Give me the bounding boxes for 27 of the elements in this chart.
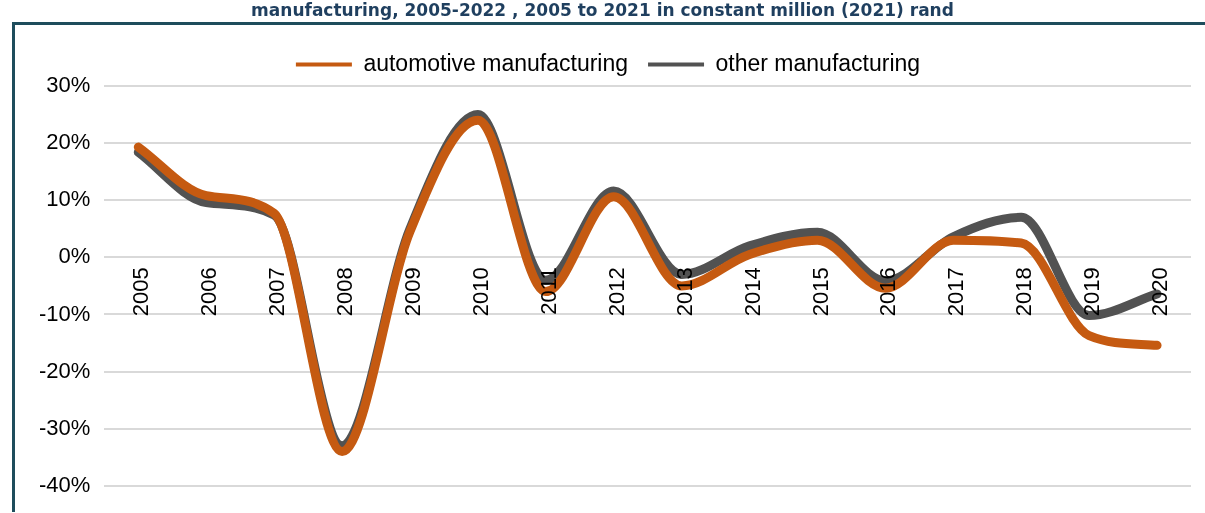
x-tick-label: 2011 <box>535 267 561 315</box>
x-tick-label: 2019 <box>1079 267 1105 317</box>
y-tick-label: -30% <box>39 414 91 440</box>
y-tick-label: 20% <box>46 129 91 155</box>
legend-label: other manufacturing <box>715 49 921 76</box>
y-tick-label: 30% <box>46 72 91 98</box>
y-tick-label: 0% <box>58 243 91 269</box>
x-tick-label: 2012 <box>603 267 629 317</box>
x-tick-label: 2007 <box>264 267 290 317</box>
legend-label: automotive manufacturing <box>363 49 629 76</box>
y-tick-label: 10% <box>46 186 91 212</box>
x-tick-label: 2013 <box>671 267 697 317</box>
x-tick-label: 2009 <box>400 267 426 317</box>
y-tick-label: -10% <box>39 300 91 326</box>
x-tick-label: 2020 <box>1147 267 1173 317</box>
y-tick-label: -20% <box>39 357 91 383</box>
x-tick-label: 2005 <box>128 267 154 317</box>
x-tick-label: 2016 <box>875 267 901 317</box>
y-tick-label: -40% <box>39 471 91 497</box>
x-tick-label: 2018 <box>1011 267 1037 317</box>
x-tick-label: 2010 <box>467 267 493 317</box>
x-tick-label: 2014 <box>739 267 765 317</box>
x-tick-label: 2006 <box>196 267 222 317</box>
x-tick-label: 2015 <box>807 267 833 317</box>
chart-title: manufacturing, 2005-2022 , 2005 to 2021 in constant million (2021) rand <box>250 0 955 20</box>
x-tick-label: 2008 <box>332 267 358 317</box>
x-tick-label: 2017 <box>943 267 969 317</box>
